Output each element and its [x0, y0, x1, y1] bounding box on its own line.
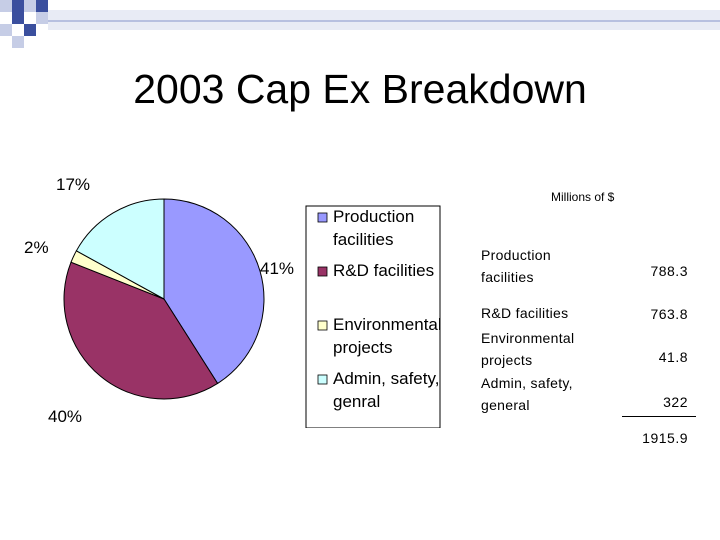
row-label-line: projects: [481, 352, 533, 368]
table-header: Millions of $: [551, 190, 615, 204]
legend-label-environmental: Environmental: [333, 315, 442, 334]
row-label-line: Production: [481, 247, 551, 263]
deco-square: [36, 0, 48, 12]
row-label-line: facilities: [481, 269, 534, 285]
table-row-label: Admin, safety, general: [481, 372, 573, 416]
deco-square: [24, 0, 36, 12]
legend-label-admin: Admin, safety,: [333, 369, 439, 388]
row-label-line: Admin, safety,: [481, 375, 573, 391]
table-row-value: 763.8: [650, 306, 688, 322]
table-row-value: 41.8: [658, 349, 688, 365]
deco-square: [12, 12, 24, 24]
deco-square: [12, 36, 24, 48]
deco-square: [0, 0, 12, 12]
table-row-label: Production facilities: [481, 244, 551, 288]
data-label-environmental: 2%: [24, 238, 49, 257]
data-label-production: 41%: [260, 259, 294, 278]
deco-square: [24, 24, 36, 36]
legend-label-rd: R&D facilities: [333, 261, 434, 280]
legend-swatch-environmental: [317, 320, 328, 331]
header-line: [48, 20, 720, 22]
legend-label-production: Production: [333, 207, 414, 226]
legend-box: [305, 205, 441, 428]
slide-title: 2003 Cap Ex Breakdown: [133, 66, 587, 112]
legend-label-admin: genral: [333, 392, 380, 411]
pie-chart: 41% 40% 2% 17% Production facilities R&D faci…: [22, 170, 442, 428]
table-row-label: R&D facilities: [481, 302, 568, 324]
table-row-value: 788.3: [650, 263, 688, 279]
pie-slice-admin: [75, 198, 165, 300]
table-row-value: 322: [663, 394, 688, 410]
data-label-admin: 17%: [56, 175, 90, 194]
deco-square: [0, 24, 12, 36]
total-rule: [622, 416, 696, 417]
header-decoration: [0, 0, 720, 48]
legend-label-environmental: projects: [333, 338, 393, 357]
legend-swatch-rd: [317, 266, 328, 277]
row-label-line: R&D facilities: [481, 305, 569, 321]
table-row-label: Environmental projects: [481, 327, 574, 371]
pie-slice-rd: [63, 261, 219, 400]
data-label-rd: 40%: [48, 407, 82, 426]
row-label-line: general: [481, 397, 530, 413]
deco-square: [24, 12, 36, 24]
table-total: 1915.9: [642, 430, 688, 446]
deco-square: [12, 0, 24, 12]
pie-slice-production: [163, 198, 265, 385]
legend-swatch-production: [317, 212, 328, 223]
legend-label-production: facilities: [333, 230, 393, 249]
row-label-line: Environmental: [481, 330, 575, 346]
pie-chart-svg: 41% 40% 2% 17% Production facilities R&D faci…: [24, 175, 442, 428]
legend-swatch-admin: [317, 374, 328, 385]
deco-square: [36, 12, 48, 24]
